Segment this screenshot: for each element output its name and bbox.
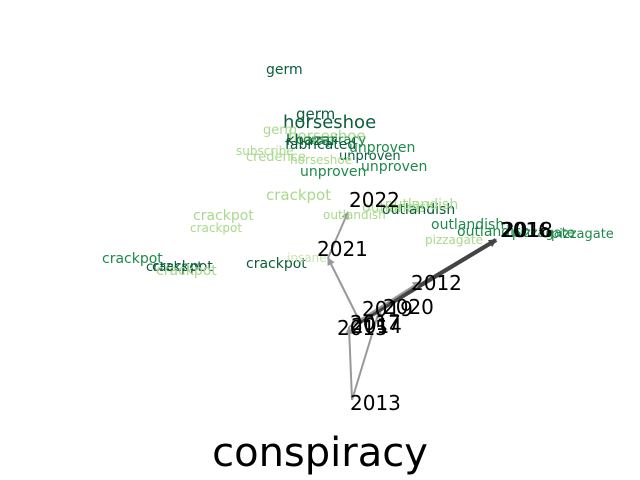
year-label-2021: 2021 <box>317 237 368 261</box>
year-label-2015: 2015 <box>337 316 388 340</box>
word-label: unproven <box>349 140 415 156</box>
word-label: outlandish <box>457 224 530 240</box>
year-label-2022: 2022 <box>349 188 400 212</box>
arrows-layer <box>327 211 498 401</box>
word-label: khazar <box>286 131 337 149</box>
word-label: fabricated <box>285 137 356 153</box>
word-label: crackpot <box>266 186 331 204</box>
word-label: horseshoe <box>290 153 352 167</box>
word-label: crackpot <box>146 260 202 275</box>
word-label: outlandish <box>431 217 504 233</box>
word-label: crackpot <box>190 221 242 235</box>
year-label-2012: 2012 <box>411 271 462 295</box>
word-label: pizzagate <box>551 227 614 242</box>
word-label: unproven <box>339 149 401 164</box>
word-label: crackpot <box>246 256 307 272</box>
word-label: horseshoe <box>288 127 366 145</box>
arrow-2015-to-2012 <box>348 281 421 328</box>
word-label: conspiracy <box>296 133 366 148</box>
word-label: germ <box>296 105 335 123</box>
year-label-2020: 2020 <box>383 295 434 319</box>
word-label: pizzagate <box>425 233 483 247</box>
word-label: credence <box>246 150 306 165</box>
word-label: crackpot <box>156 263 217 279</box>
word-label: subscribe <box>236 144 294 158</box>
word-label: unproven <box>361 159 427 175</box>
year-label-2019: 2019 <box>362 297 413 321</box>
arrow-2013-to-2019 <box>351 307 382 401</box>
word-label: outlandish <box>362 200 435 216</box>
word-label: pizzagate <box>512 226 575 241</box>
word-label: crackpot <box>152 259 213 275</box>
words-layer: germgermhorseshoegermhorseshoekhazarcons… <box>102 62 614 279</box>
year-label-2014: 2014 <box>351 314 402 338</box>
year-label-2018: 2018 <box>502 218 553 242</box>
word-label: insane <box>287 251 327 265</box>
word-label: crackpot <box>193 208 254 224</box>
word-label: outlandish <box>323 208 386 222</box>
arrow-2017-to-2018 <box>360 238 498 322</box>
word-label: outlandish <box>382 202 455 218</box>
year-label-2017: 2017 <box>350 311 401 335</box>
word-label: germ <box>263 123 297 138</box>
diagram-title: conspiracy <box>212 430 428 476</box>
word-label: outlandish <box>385 197 458 213</box>
year-label-2013: 2013 <box>350 391 401 415</box>
arrow-2021-to-2022 <box>327 211 349 259</box>
arrow-2013-to-2015 <box>345 326 354 401</box>
year-label-2016: 2016 <box>500 218 551 242</box>
word-label: crackpot <box>102 251 163 267</box>
arrow-2014-to-2021 <box>327 257 361 323</box>
word-label: germ <box>266 62 303 78</box>
word-label: horseshoe <box>283 112 376 133</box>
word-label: unproven <box>300 164 366 180</box>
